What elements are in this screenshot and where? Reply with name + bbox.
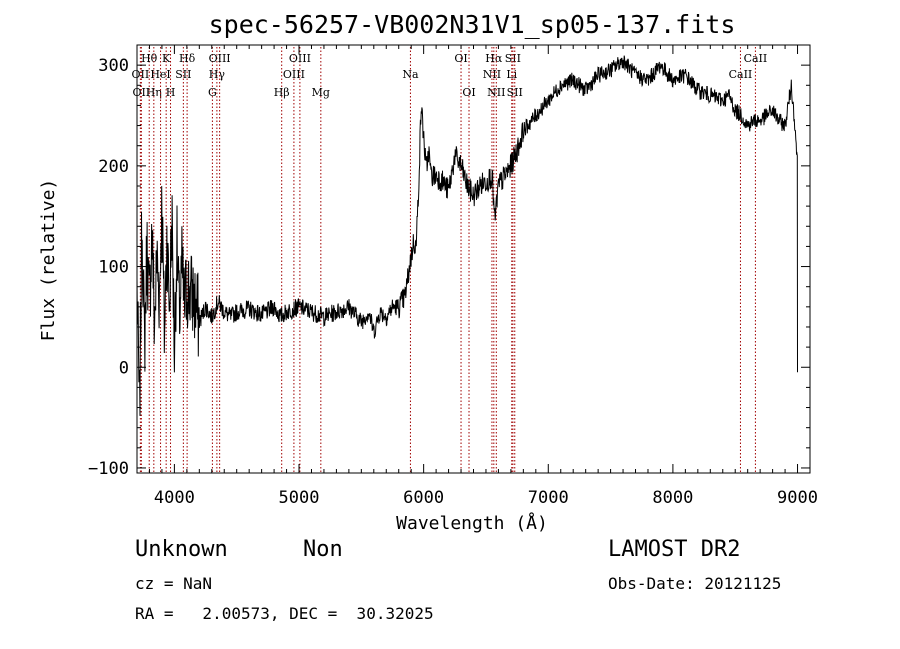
x-axis: 4000 5000 6000 7000 8000 9000 bbox=[136, 45, 818, 508]
emission-line-label: NII bbox=[487, 86, 505, 99]
emission-line-label: OI bbox=[462, 86, 475, 99]
emission-line-label: OII bbox=[132, 68, 150, 81]
x-tick-label: 7000 bbox=[528, 488, 569, 508]
class-label: Unknown bbox=[135, 537, 228, 562]
emission-line-label: CaII bbox=[729, 68, 753, 81]
emission-line-label: Hθ bbox=[141, 52, 158, 65]
x-tick-label: 9000 bbox=[777, 488, 818, 508]
emission-line-label: NII bbox=[483, 68, 501, 81]
emission-line-label: Na bbox=[402, 68, 419, 81]
emission-line-label: HeI bbox=[150, 68, 170, 81]
emission-line-label: Hβ bbox=[274, 86, 290, 99]
emission-line-label: OIII bbox=[283, 68, 305, 81]
coordinates-text: RA = 2.00573, DEC = 30.32025 bbox=[135, 604, 434, 623]
emission-line-label: SII bbox=[175, 68, 191, 81]
x-axis-label: Wavelength (Å) bbox=[396, 512, 548, 534]
y-tick-label: 0 bbox=[119, 358, 129, 378]
emission-line-label: CaII bbox=[744, 52, 768, 65]
y-axis-label: Flux (relative) bbox=[38, 179, 59, 342]
y-tick-label: 200 bbox=[98, 157, 129, 177]
emission-line-label: Hα bbox=[485, 52, 503, 65]
emission-line-label: K bbox=[162, 52, 171, 65]
spectrum-line bbox=[136, 55, 798, 416]
y-axis: −100 0 100 200 300 bbox=[88, 44, 810, 479]
x-tick-label: 4000 bbox=[154, 488, 195, 508]
emission-line-label: Hη bbox=[146, 86, 162, 99]
y-tick-label: 100 bbox=[98, 258, 129, 278]
x-tick-label: 5000 bbox=[279, 488, 320, 508]
y-tick-label: −100 bbox=[88, 459, 129, 479]
emission-lines: OIIOIIHθHηHeIKHSIIHδGHγOIIIHβOIIIOIIIMgN… bbox=[132, 47, 768, 472]
emission-line-label: OIII bbox=[209, 52, 231, 65]
y-tick-label: 300 bbox=[98, 56, 129, 76]
emission-line-label: Li bbox=[506, 68, 517, 81]
emission-line-label: OIII bbox=[289, 52, 311, 65]
chart-title: spec-56257-VB002N31V1_sp05-137.fits bbox=[209, 10, 736, 39]
obs-date-text: Obs-Date: 20121125 bbox=[608, 574, 782, 593]
subclass-label: Non bbox=[303, 537, 343, 562]
emission-line-label: Hδ bbox=[179, 52, 196, 65]
emission-line-label: SII bbox=[505, 52, 521, 65]
survey-label: LAMOST DR2 bbox=[608, 537, 741, 562]
emission-line-label: OI bbox=[454, 52, 467, 65]
x-tick-label: 8000 bbox=[652, 488, 693, 508]
emission-line-label: SII bbox=[507, 86, 523, 99]
spectrum-series bbox=[136, 55, 798, 416]
emission-line-label: Mg bbox=[312, 86, 330, 99]
emission-line-label: Hγ bbox=[209, 68, 226, 81]
redshift-text: cz = NaN bbox=[135, 574, 213, 593]
x-tick-label: 6000 bbox=[403, 488, 444, 508]
emission-line-label: G bbox=[208, 86, 217, 99]
emission-line-label: H bbox=[166, 86, 176, 99]
plot-frame bbox=[136, 44, 811, 474]
